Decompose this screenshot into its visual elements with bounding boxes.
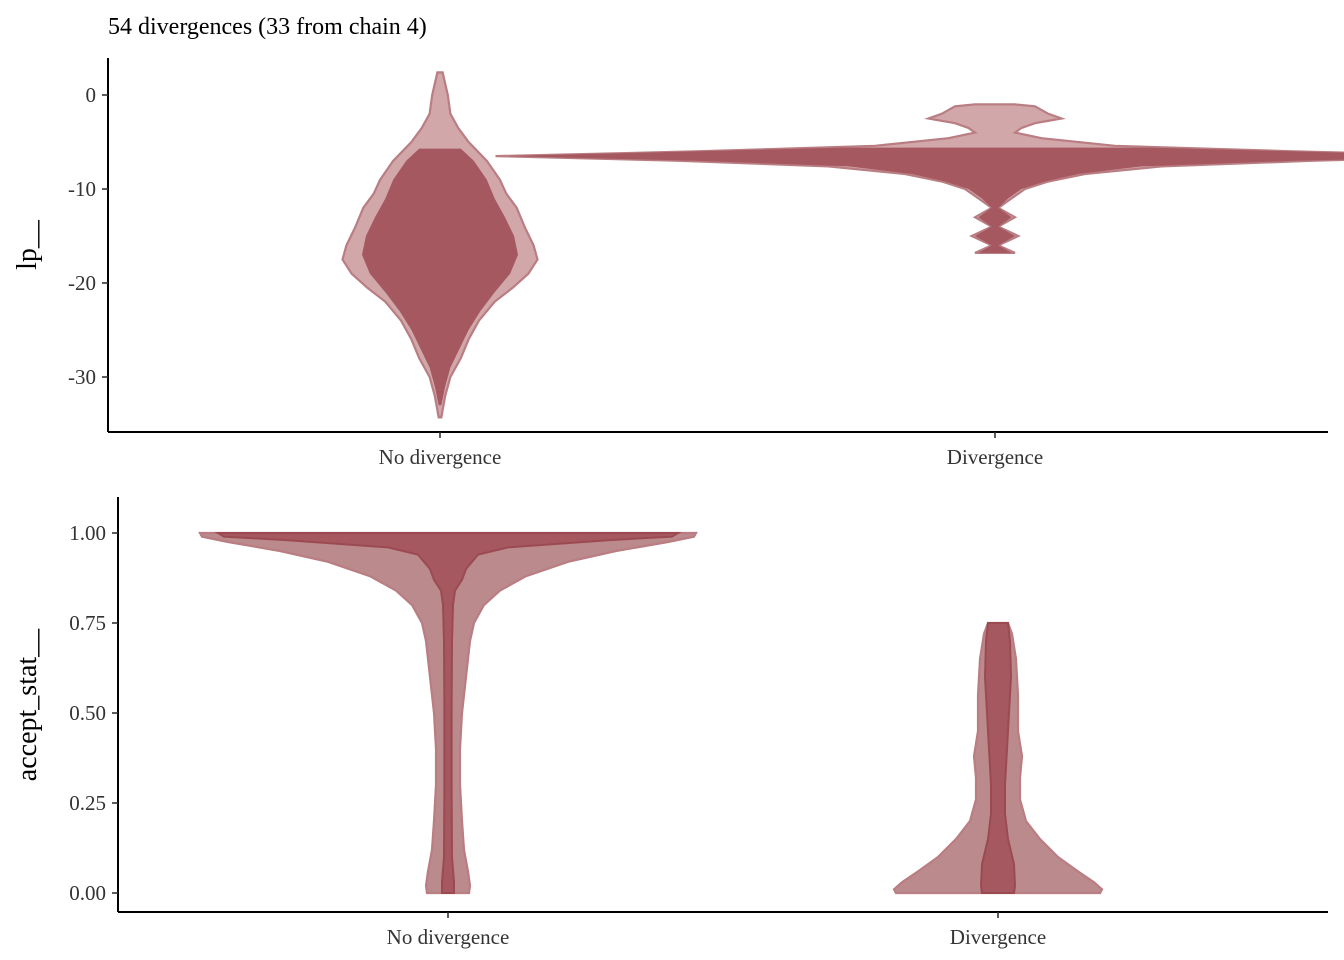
y-tick-label: 0.50 [69, 701, 106, 725]
x-tick-label: Divergence [947, 445, 1043, 469]
y-tick-label: 0 [86, 83, 97, 107]
x-tick-label: No divergence [387, 925, 510, 949]
panel-accept-stat: 1.00 0.75 0.50 0.25 0.00 No divergence Diverge… [12, 497, 1328, 949]
y-tick-label: 0.75 [69, 611, 106, 635]
y-tick-label: 0.00 [69, 881, 106, 905]
panel-lp: 0 -10 -20 -30 No divergence Divergence lp__ [12, 58, 1344, 469]
violin-inner [979, 622, 1017, 894]
violin-inner [505, 147, 1344, 253]
y-tick-label: -10 [68, 177, 96, 201]
x-tick-label: No divergence [379, 445, 502, 469]
y-tick-label: -20 [68, 271, 96, 295]
y-tick-label: 1.00 [69, 521, 106, 545]
y-tick-label: 0.25 [69, 791, 106, 815]
x-tick-label: Divergence [950, 925, 1046, 949]
violin-outer [495, 103, 1344, 254]
y-axis-title: accept_stat__ [12, 628, 43, 781]
chart-title: 54 divergences (33 from chain 4) [108, 14, 427, 40]
violin-inner [362, 148, 518, 406]
y-tick-label: -30 [68, 365, 96, 389]
y-axis-title: lp__ [12, 219, 43, 270]
violin-inner [214, 532, 682, 894]
